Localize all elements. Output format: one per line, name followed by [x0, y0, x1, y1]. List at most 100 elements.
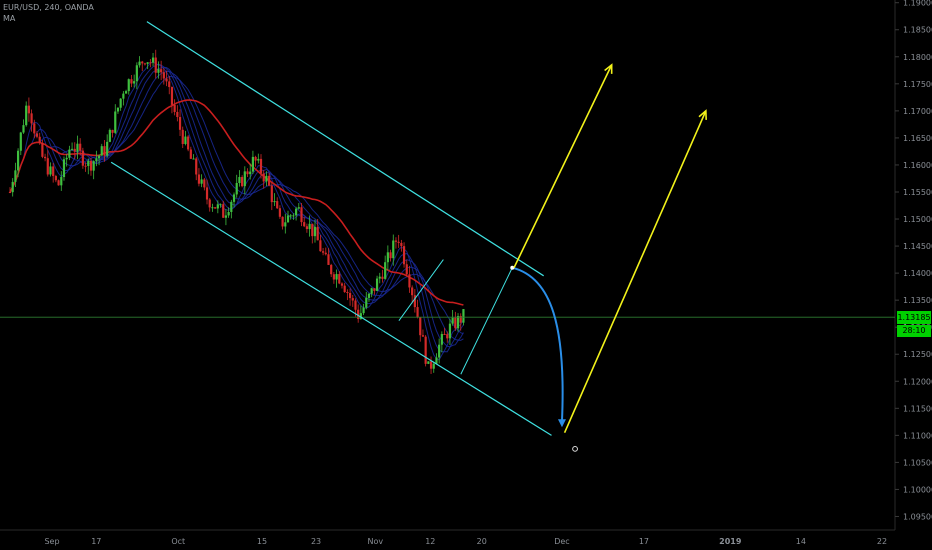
candle-body [27, 105, 30, 114]
y-tick-label: 1.17000 [903, 107, 932, 116]
candle-body [178, 117, 182, 130]
candle-body [303, 222, 306, 227]
candle-body [265, 175, 268, 182]
candle-body [448, 323, 452, 339]
candle-body [95, 158, 98, 162]
candle-body [146, 62, 149, 64]
candle-body [249, 171, 252, 175]
x-tick-label: 17 [639, 537, 649, 546]
x-tick-label: 22 [877, 537, 887, 546]
candle-body [170, 87, 174, 105]
candle-body [432, 363, 435, 369]
candle-body [343, 285, 346, 293]
candle-body [378, 276, 381, 279]
projection-arrowhead [698, 109, 707, 120]
bar-timer-tag: 28:10 [897, 325, 931, 337]
x-tick-label: Nov [368, 537, 384, 546]
candle-body [435, 357, 438, 364]
candle-body [456, 316, 460, 329]
candle-body [386, 252, 389, 263]
x-tick-label: 14 [796, 537, 806, 546]
candle-body [141, 61, 144, 64]
candle-body [286, 215, 290, 223]
candle-body [70, 148, 74, 150]
candle-body [143, 63, 147, 65]
candle-body [332, 274, 335, 280]
candle-body [195, 158, 198, 175]
candle-body [33, 123, 36, 134]
y-tick-label: 1.14000 [903, 269, 932, 278]
symbol-label[interactable]: EUR/USD, 240, OANDA [3, 3, 94, 12]
candle-body [97, 155, 101, 159]
candle-body [243, 171, 246, 187]
candle-body [330, 264, 333, 275]
candle-body [278, 208, 282, 217]
candle-body [348, 293, 352, 299]
projection-arrowhead [604, 63, 613, 74]
candle-body [176, 111, 179, 118]
candle-body [122, 93, 125, 99]
candle-body [257, 158, 260, 161]
candle-body [389, 252, 392, 259]
candle-body [133, 81, 136, 84]
candle-body [214, 207, 217, 209]
candle-body [162, 72, 165, 79]
candle-body [62, 159, 66, 178]
candle-body [357, 309, 360, 319]
candle-body [222, 204, 225, 218]
candle-body [402, 246, 406, 265]
candle-body [408, 274, 411, 288]
candle-body [41, 142, 44, 157]
candle-body [57, 180, 60, 186]
candle-body [268, 175, 271, 186]
y-tick-label: 1.17500 [903, 80, 932, 89]
candle-body [157, 69, 160, 73]
candle-body [311, 223, 314, 237]
candle-body [35, 133, 39, 137]
candle-body [16, 150, 20, 171]
candle-body [211, 207, 214, 209]
candle-body [65, 157, 68, 160]
candle-body [359, 313, 362, 319]
candle-body [52, 166, 55, 177]
candle-body [192, 158, 195, 160]
candle-body [346, 292, 349, 294]
candle-body [165, 78, 168, 82]
drawings[interactable] [0, 21, 895, 452]
candle-body [335, 274, 338, 280]
candle-body [362, 307, 365, 314]
x-tick-label: Oct [171, 537, 185, 546]
candle-body [259, 158, 263, 174]
candle-body [411, 287, 414, 296]
candle-body [130, 79, 133, 84]
candle-body [73, 148, 76, 152]
candle-body [22, 125, 25, 133]
candle-body [419, 317, 422, 336]
candle-body [238, 177, 241, 184]
candle-body [205, 187, 209, 200]
candle-body [262, 173, 265, 182]
candle-body [81, 150, 84, 166]
candle-body [305, 226, 308, 230]
candle-body [384, 262, 387, 279]
candle-body [276, 201, 279, 209]
candle-body [438, 344, 441, 358]
candle-body [160, 69, 163, 73]
candle-body [319, 240, 322, 252]
candle-body [127, 79, 130, 92]
y-tick-label: 1.16500 [903, 134, 932, 143]
candle-body [273, 201, 276, 203]
candle-body [92, 161, 95, 171]
candle-body [168, 81, 171, 88]
candle-body [340, 283, 344, 286]
candle-body [429, 361, 433, 369]
candle-body [230, 201, 233, 212]
candle-body [370, 288, 373, 294]
candle-body [49, 166, 52, 175]
candle-body [25, 105, 28, 126]
candle-body [381, 276, 384, 279]
indicator-label[interactable]: MA [3, 14, 16, 23]
candle-body [89, 160, 93, 171]
candle-body [373, 288, 376, 291]
